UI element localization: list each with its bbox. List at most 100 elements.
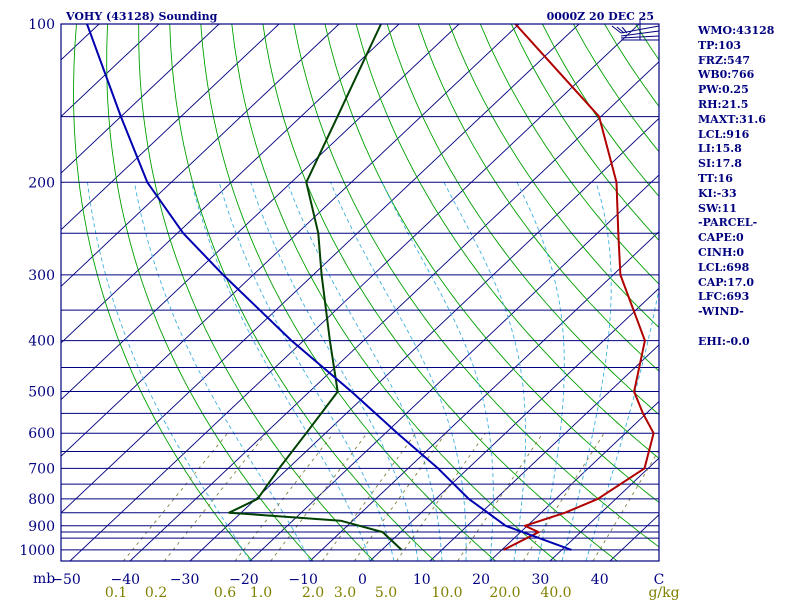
temperature-tick-label: 20	[472, 572, 490, 588]
isotherm-line	[0, 24, 39, 561]
mixing-ratio-tick-label: 40.0	[540, 585, 571, 600]
isotherm-line	[189, 117, 659, 561]
temperature-axis-labels: −50 −40 −30 −20 −10 0 10 20 30 40 C	[51, 572, 664, 588]
mixing-ratio-line	[353, 432, 447, 561]
index-row	[698, 320, 798, 335]
index-row: CAP:17.0	[698, 275, 755, 289]
dry-adiabat-line	[231, 24, 557, 561]
mixing-ratio-line	[321, 432, 417, 561]
dewpoint-profile-line	[228, 24, 403, 551]
mixing-ratio-tick-label: 0.1	[105, 585, 127, 600]
pressure-tick-label: 900	[28, 519, 55, 535]
dry-adiabat-grid	[73, 24, 659, 561]
isotherm-line	[61, 24, 220, 174]
index-row: CINH:0	[698, 245, 745, 259]
temperature-tick-label: −30	[170, 572, 200, 588]
plot-frame	[60, 23, 660, 562]
pressure-axis-labels: 100 200 300 400 500 600 700 800 900 1000	[19, 17, 55, 559]
index-row: WB0:766	[698, 68, 755, 82]
moist-adiabat-grid	[87, 182, 659, 561]
moist-adiabat-line	[191, 182, 371, 561]
index-row: -PARCEL-	[698, 216, 758, 230]
moist-adiabat-line	[443, 182, 527, 561]
index-row: FRZ:547	[698, 53, 751, 67]
pressure-tick-label: 300	[28, 268, 55, 284]
mixing-ratio-tick-label: 1.0	[250, 585, 272, 600]
isotherm-line	[549, 457, 659, 561]
isotherm-line	[61, 24, 280, 231]
isotherm-line	[61, 24, 580, 514]
chart-title: VOHY (43128) Sounding	[65, 10, 218, 23]
mixing-ratio-grid	[122, 432, 659, 561]
pressure-tick-label: 600	[28, 426, 55, 442]
dry-adiabat-line	[138, 24, 375, 561]
mixing-ratio-tick-label: 10.0	[431, 585, 462, 600]
temperature-tick-label: C	[654, 572, 665, 588]
pressure-tick-label: 1000	[19, 543, 55, 559]
moist-adiabat-line	[133, 182, 311, 561]
index-row: CAPE:0	[698, 231, 744, 245]
dry-adiabat-line	[169, 24, 436, 561]
index-row: TP:103	[698, 38, 742, 52]
pressure-tick-label: 500	[28, 385, 55, 401]
moist-adiabat-line	[286, 182, 443, 561]
isotherm-line	[61, 24, 460, 401]
isotherm-grid	[0, 24, 659, 561]
isotherm-line	[61, 24, 160, 118]
index-row: SI:17.8	[698, 157, 742, 171]
wind-barb-icon	[611, 20, 660, 41]
moist-adiabat-line	[330, 182, 467, 561]
index-row: LI:15.8	[698, 142, 742, 156]
mixing-ratio-line	[163, 432, 267, 561]
isotherm-line	[309, 231, 659, 561]
mixing-ratio-tick-label: 5.0	[375, 585, 397, 600]
isotherm-line	[369, 287, 659, 561]
isotherm-line	[249, 174, 659, 561]
index-row: MAXT:31.6	[698, 112, 766, 126]
index-row: KI:-33	[698, 186, 737, 200]
dry-adiabat-line	[386, 24, 659, 416]
sounding-time: 0000Z 20 DEC 25	[547, 10, 654, 23]
moist-adiabat-line	[516, 182, 565, 561]
mixing-ratio-line	[522, 432, 605, 561]
isotherm-line	[61, 24, 400, 344]
mixing-ratio-tick-label: 0.6	[214, 585, 236, 600]
sounding-indices-panel: WMO:43128 TP:103 FRZ:547 WB0:766 PW:0.25 RH:2…	[698, 24, 798, 350]
dry-adiabat-line	[324, 24, 659, 503]
pressure-tick-label: 800	[28, 492, 55, 508]
parcel-profile-line	[85, 24, 572, 551]
mixing-ratio-tick-label: 3.0	[334, 585, 356, 600]
index-row: LFC:693	[698, 290, 750, 304]
mixing-ratio-line	[592, 449, 659, 561]
index-row: -WIND-	[698, 305, 744, 319]
dry-adiabat-line	[355, 24, 659, 459]
pressure-tick-label: 400	[28, 334, 55, 350]
pressure-tick-label: 100	[28, 17, 55, 33]
temperature-tick-label: −50	[51, 572, 81, 588]
temperature-tick-label: −20	[229, 572, 259, 588]
temperature-tick-label: 0	[358, 572, 367, 588]
mixing-ratio-axis-labels: 0.1 0.2 0.6 1.0 2.0 3.0 5.0 10.0 20.0 40.0 g/kg	[105, 585, 680, 600]
mixing-ratio-tick-label: 2.0	[302, 585, 324, 600]
mixing-ratio-line	[270, 432, 368, 561]
isotherm-line	[429, 344, 659, 561]
temperature-tick-label: −10	[288, 572, 318, 588]
temperature-tick-label: 10	[413, 572, 431, 588]
mixing-ratio-tick-label: 0.2	[145, 585, 167, 600]
mixing-ratio-line	[234, 432, 334, 561]
index-row: EHI:-0.0	[698, 334, 750, 348]
index-row: LCL:916	[698, 127, 750, 141]
dry-adiabat-line	[417, 24, 659, 372]
temperature-tick-label: 40	[591, 572, 609, 588]
dry-adiabat-line	[106, 24, 314, 561]
moist-adiabat-line	[561, 182, 612, 561]
index-row: PW:0.25	[698, 83, 749, 97]
mixing-ratio-line	[457, 432, 544, 561]
dry-adiabat-line	[448, 24, 659, 329]
pressure-tick-label: 700	[28, 461, 55, 477]
temperature-tick-label: −40	[111, 572, 141, 588]
dry-adiabat-line	[73, 24, 253, 561]
index-row: TT:16	[698, 171, 733, 185]
isotherm-line	[61, 24, 520, 457]
